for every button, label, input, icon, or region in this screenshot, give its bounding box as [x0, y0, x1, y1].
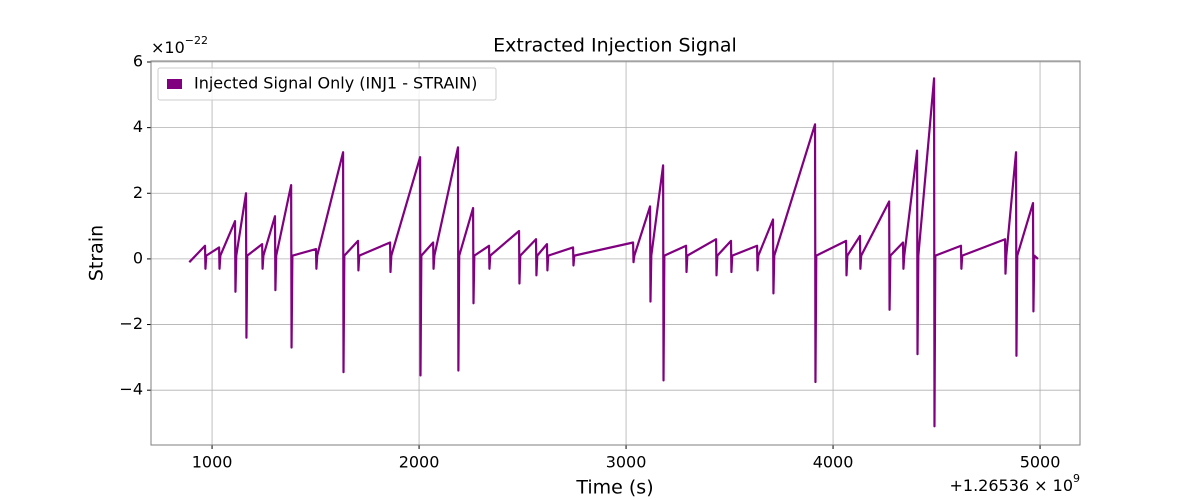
legend-label: Injected Signal Only (INJ1 - STRAIN): [194, 74, 477, 93]
x-axis-label: Time (s): [575, 477, 653, 499]
x-tick-label: 4000: [813, 453, 854, 472]
x-tick-label: 3000: [606, 453, 647, 472]
y-tick-label: 4: [133, 117, 143, 136]
signal-line: [188, 77, 1039, 428]
y-tick-label: 6: [133, 51, 143, 70]
legend: Injected Signal Only (INJ1 - STRAIN): [157, 67, 497, 101]
x-offset-exponent: 9: [1073, 472, 1080, 485]
y-multiplier-exponent: −22: [185, 34, 208, 47]
legend-swatch: [167, 79, 182, 89]
axes-frame: [150, 60, 1081, 446]
y-multiplier: ×10−22: [151, 34, 208, 57]
y-tick-label: 2: [133, 183, 143, 202]
y-tick-label: −4: [119, 380, 143, 399]
legend-box: [157, 67, 497, 101]
x-tick-label: 1000: [192, 453, 233, 472]
x-offset-text: +1.26536 × 10: [949, 476, 1073, 495]
y-multiplier-text: ×10: [151, 38, 185, 57]
y-tick-label: 0: [133, 248, 143, 267]
chart-title: Extracted Injection Signal: [493, 35, 737, 57]
x-tick-label: 5000: [1020, 453, 1061, 472]
y-axis-label: Strain: [86, 225, 108, 281]
x-tick-label: 2000: [399, 453, 440, 472]
plot-area: [188, 77, 1039, 428]
grid: 1000 2000 3000 4000 5000 −4 −2 0 2 4 6: [119, 51, 1080, 472]
y-tick-label: −2: [119, 314, 143, 333]
x-offset: +1.26536 × 109: [949, 472, 1080, 495]
